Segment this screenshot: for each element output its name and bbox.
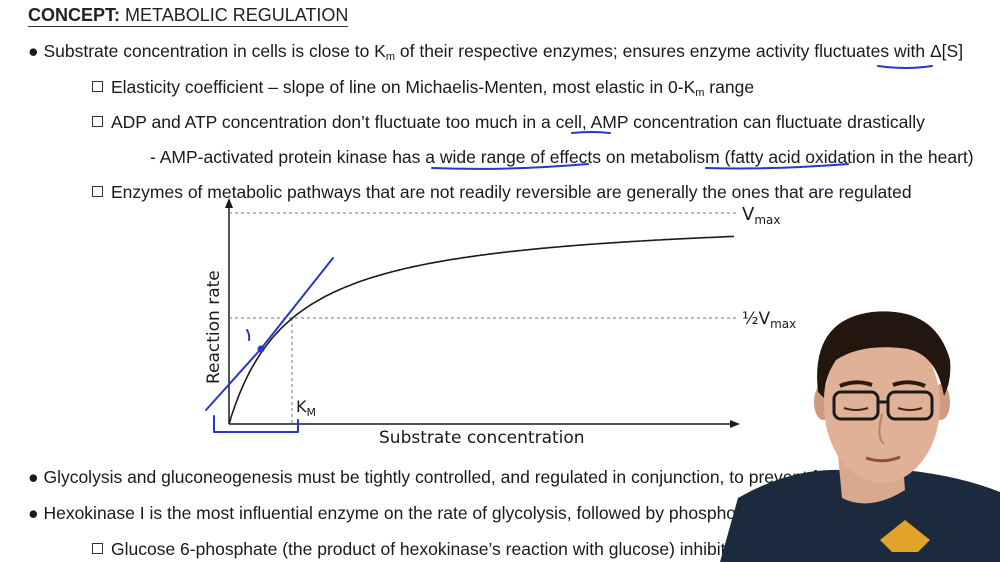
- concept-title: CONCEPT: METABOLIC REGULATION: [28, 5, 349, 27]
- line-6-text: Glycolysis and gluconeogenesis must be t…: [43, 467, 827, 487]
- bullet-dot-icon: ●: [28, 503, 39, 523]
- line-5-text: Enzymes of metabolic pathways that are n…: [111, 182, 912, 202]
- x-axis-arrow-icon: [730, 420, 740, 428]
- bullet-line-1: ● Substrate concentration in cells is cl…: [28, 40, 963, 68]
- sub-bullet-line-3: ADP and ATP concentration don’t fluctuat…: [92, 111, 925, 133]
- presenter-shirt: [720, 469, 1000, 562]
- ink-km-bracket: [213, 415, 299, 433]
- presenter-eye-left: [843, 407, 869, 411]
- bullet-dot-icon: ●: [28, 41, 39, 61]
- bullet-line-6: ● Glycolysis and gluconeogenesis must be…: [28, 466, 827, 488]
- line-1-sub: m: [385, 51, 396, 63]
- glasses-lens-right: [886, 390, 934, 421]
- dash-line-4: - AMP-activated protein kinase has a wid…: [150, 146, 974, 168]
- checkbox-square-icon: [92, 81, 103, 92]
- line-8-text: Glucose 6-phosphate (the product of hexo…: [111, 539, 759, 559]
- line-2-end: range: [704, 77, 755, 97]
- presenter-eye-right: [897, 407, 923, 411]
- sub-bullet-line-8: Glucose 6-phosphate (the product of hexo…: [92, 538, 759, 560]
- presenter-eyebrow-left: [839, 380, 873, 388]
- line-1-end: of their respective enzymes; ensures enz…: [395, 41, 964, 61]
- bullet-dot-icon: ●: [28, 467, 39, 487]
- glasses-lens-left: [832, 390, 880, 421]
- sub-bullet-line-5: Enzymes of metabolic pathways that are n…: [92, 181, 912, 203]
- ink-underline-wide-range: [431, 163, 589, 170]
- ink-underline-fatty-acid: [705, 163, 849, 170]
- checkbox-square-icon: [92, 186, 103, 197]
- concept-title-text: METABOLIC REGULATION: [125, 5, 349, 25]
- y-axis-arrow-icon: [225, 198, 233, 208]
- bullet-line-7: ● Hexokinase I is the most influential e…: [28, 502, 765, 524]
- line-4-text: - AMP-activated protein kinase has a wid…: [150, 147, 974, 167]
- line-3-text: ADP and ATP concentration don’t fluctuat…: [111, 112, 925, 132]
- presenter-mouth: [865, 455, 901, 463]
- ink-dot: [257, 345, 265, 353]
- ink-underline-delta-s: [877, 65, 933, 69]
- shirt-logo-icon: [880, 520, 930, 552]
- half-vmax-label: ½Vmax: [742, 309, 796, 331]
- presenter-nose: [878, 413, 885, 445]
- km-label: KM: [296, 397, 316, 419]
- line-2-text: Elasticity coefficient – slope of line o…: [111, 77, 696, 97]
- x-axis-label: Substrate concentration: [379, 428, 585, 448]
- concept-label: CONCEPT:: [28, 5, 121, 25]
- presenter-hair: [817, 311, 951, 398]
- michaelis-menten-curve: [228, 235, 735, 425]
- presenter-eyebrow-right: [892, 380, 926, 388]
- checkbox-square-icon: [92, 543, 103, 554]
- line-7-text: Hexokinase I is the most influential enz…: [43, 503, 766, 523]
- presenter-face: [824, 327, 940, 483]
- ink-tick-mark: [246, 329, 251, 341]
- y-axis-label: Reaction rate: [204, 270, 224, 384]
- line-2-sub: m: [695, 87, 705, 99]
- vmax-label: Vmax: [742, 204, 780, 227]
- ink-underline-amp: [571, 131, 611, 134]
- checkbox-square-icon: [92, 116, 103, 127]
- sub-bullet-line-2: Elasticity coefficient – slope of line o…: [92, 76, 754, 104]
- line-1-text: Substrate concentration in cells is clos…: [43, 41, 386, 61]
